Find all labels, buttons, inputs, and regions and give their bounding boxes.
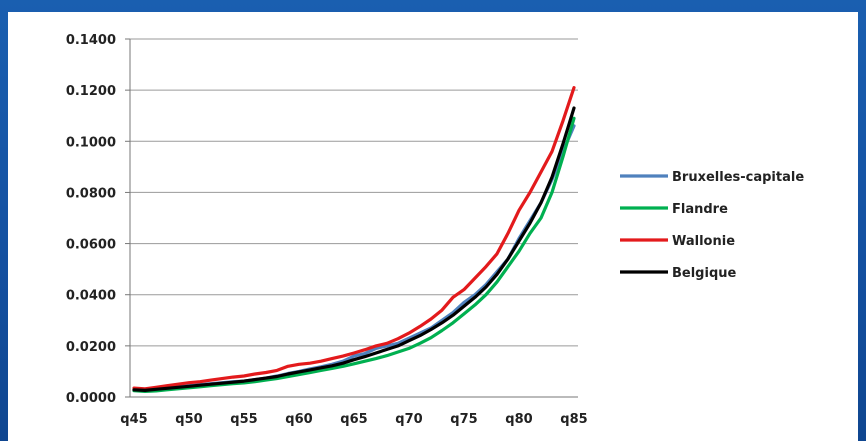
x-tick-label: q65: [340, 412, 367, 427]
y-tick-label: 0.0400: [66, 289, 116, 304]
x-tick-label: q55: [230, 412, 257, 427]
legend-label: Wallonie: [672, 234, 735, 249]
series-lines: [132, 85, 576, 393]
y-tick-label: 0.0000: [66, 391, 116, 406]
x-tick-label: q80: [505, 412, 532, 427]
y-tick-labels: 0.0000 0.0200 0.0400 0.0600 0.0800 0.1000 0.12…: [66, 33, 116, 406]
x-tick-label: q85: [560, 412, 587, 427]
series-line-wallonie: [132, 85, 576, 391]
series-line-belgique: [132, 106, 576, 392]
axes: [125, 38, 578, 398]
legend-label: Bruxelles-capitale: [672, 170, 804, 185]
x-tick-label: q60: [285, 412, 312, 427]
y-tick-label: 0.1200: [66, 84, 116, 99]
line-chart: 0.0000 0.0200 0.0400 0.0600 0.0800 0.1000 0.12…: [66, 33, 804, 427]
x-tick-label: q50: [175, 412, 202, 427]
legend-label: Belgique: [672, 266, 737, 281]
y-tick-label: 0.1400: [66, 33, 116, 48]
x-tick-label: q70: [395, 412, 422, 427]
legend: Bruxelles-capitale Flandre Wallonie Belgiqu…: [620, 170, 804, 281]
gridlines: [130, 38, 578, 398]
y-tick-label: 0.0600: [66, 238, 116, 253]
series-line-flandre: [132, 116, 576, 393]
x-tick-label: q75: [450, 412, 477, 427]
x-tick-label: q45: [120, 412, 147, 427]
y-tick-label: 0.0200: [66, 340, 116, 355]
y-tick-label: 0.1000: [66, 135, 116, 150]
chart-panel: 0.0000 0.0200 0.0400 0.0600 0.0800 0.1000 0.12…: [8, 12, 858, 441]
y-tick-label: 0.0800: [66, 186, 116, 201]
x-tick-labels: q45 q50 q55 q60 q65 q70 q75 q80 q85: [120, 412, 587, 427]
legend-label: Flandre: [672, 202, 728, 217]
